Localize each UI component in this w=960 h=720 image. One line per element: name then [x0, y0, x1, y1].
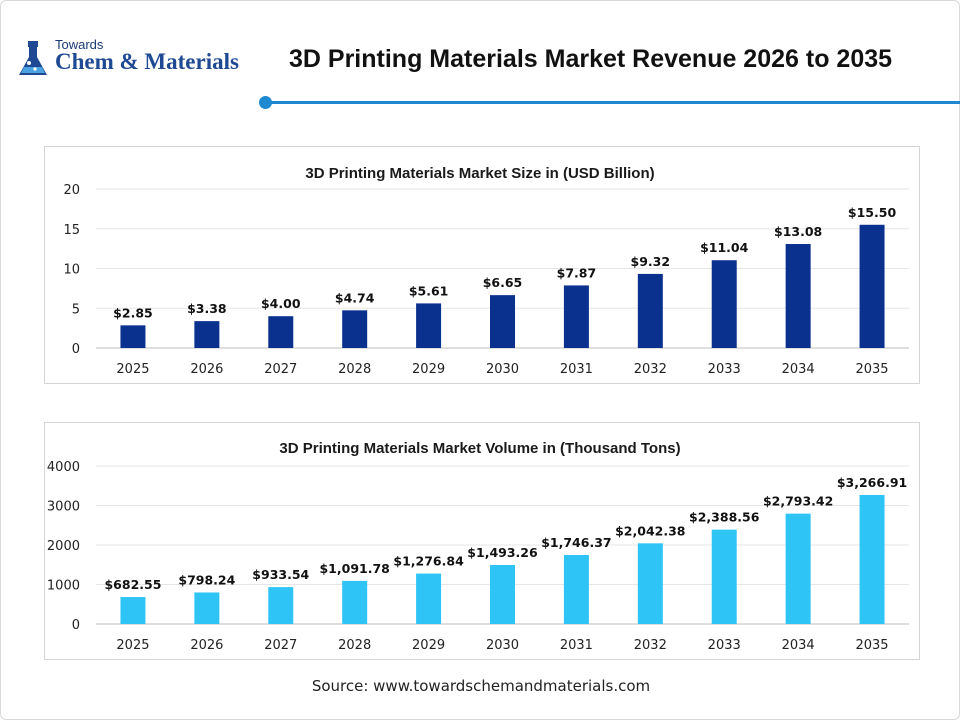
x-tick-label: 2032 [634, 362, 667, 377]
x-tick-label: 2034 [782, 362, 815, 377]
chart-title: 3D Printing Materials Market Size in (US… [305, 165, 654, 182]
data-label: $2,793.42 [763, 494, 833, 509]
y-tick-label: 15 [63, 223, 80, 238]
y-tick-label: 5 [72, 302, 80, 317]
bar [711, 260, 737, 348]
x-tick-label: 2035 [855, 638, 888, 653]
x-tick-label: 2028 [338, 362, 371, 377]
bar [711, 529, 737, 624]
bar [268, 587, 294, 624]
x-tick-label: 2032 [634, 638, 667, 653]
data-label: $11.04 [700, 240, 749, 255]
x-tick-label: 2031 [560, 362, 593, 377]
x-tick-label: 2034 [782, 638, 815, 653]
bar [268, 316, 294, 348]
x-tick-label: 2025 [116, 638, 149, 653]
y-tick-label: 10 [63, 263, 80, 278]
x-tick-label: 2026 [190, 362, 223, 377]
bar [416, 303, 442, 348]
bar [342, 580, 368, 624]
data-label: $6.65 [483, 275, 523, 290]
x-tick-label: 2031 [560, 638, 593, 653]
logo-line2: Chem & Materials [55, 49, 239, 74]
x-tick-label: 2033 [708, 638, 741, 653]
data-label: $2.85 [113, 305, 153, 320]
data-label: $9.32 [631, 254, 671, 269]
data-label: $1,746.37 [541, 535, 611, 550]
bar [194, 592, 220, 624]
y-tick-label: 2000 [47, 539, 80, 554]
market-volume-chart-panel: 3D Printing Materials Market Volume in (… [44, 422, 920, 660]
bar [490, 295, 515, 348]
x-tick-label: 2035 [855, 362, 888, 377]
bar [785, 513, 811, 624]
data-label: $4.00 [261, 296, 301, 311]
data-label: $933.54 [252, 567, 309, 582]
y-tick-label: 0 [72, 618, 80, 633]
market-volume-chart: 3D Printing Materials Market Volume in (… [47, 440, 909, 653]
market-size-chart-panel: 3D Printing Materials Market Size in (US… [44, 146, 920, 384]
data-label: $3.38 [187, 301, 227, 316]
x-tick-label: 2029 [412, 638, 445, 653]
data-label: $7.87 [557, 265, 597, 280]
data-label: $4.74 [335, 290, 375, 305]
x-tick-label: 2025 [116, 362, 149, 377]
bar [416, 573, 442, 624]
title-rule [265, 101, 960, 104]
y-tick-label: 4000 [47, 460, 80, 475]
y-tick-label: 0 [72, 342, 80, 357]
x-tick-label: 2028 [338, 638, 371, 653]
y-tick-label: 20 [63, 183, 80, 198]
x-tick-label: 2027 [264, 638, 297, 653]
x-tick-label: 2029 [412, 362, 445, 377]
bar [490, 565, 515, 624]
data-label: $3,266.91 [837, 475, 907, 490]
page-title: 3D Printing Materials Market Revenue 202… [289, 45, 893, 73]
bar [342, 310, 368, 348]
bar [120, 325, 146, 348]
bar [637, 273, 663, 348]
x-tick-label: 2027 [264, 362, 297, 377]
bar [563, 555, 589, 624]
y-tick-label: 1000 [47, 579, 80, 594]
bar [859, 224, 885, 348]
bar [563, 285, 589, 348]
data-label: $2,388.56 [689, 510, 760, 525]
x-tick-label: 2030 [486, 362, 519, 377]
data-label: $1,493.26 [467, 545, 538, 560]
source-note: Source: www.towardschemandmaterials.com [311, 677, 651, 695]
data-label: $2,042.38 [615, 523, 685, 538]
bar [194, 321, 220, 348]
bar [637, 543, 663, 624]
data-label: $15.50 [848, 205, 897, 220]
x-tick-label: 2030 [486, 638, 519, 653]
market-size-chart: 3D Printing Materials Market Size in (US… [63, 165, 909, 377]
chart-title: 3D Printing Materials Market Volume in (… [279, 440, 680, 457]
data-label: $1,276.84 [393, 554, 464, 569]
data-label: $13.08 [774, 224, 822, 239]
data-label: $798.24 [178, 572, 235, 587]
y-tick-label: 3000 [47, 500, 80, 515]
bar [785, 244, 811, 348]
flask-logo-icon [19, 41, 47, 75]
data-label: $1,091.78 [319, 561, 389, 576]
data-label: $682.55 [104, 577, 161, 592]
brand-logo: Towards Chem & Materials [15, 37, 265, 81]
logo-line1: Towards [55, 37, 104, 52]
x-tick-label: 2033 [708, 362, 741, 377]
x-tick-label: 2026 [190, 638, 223, 653]
data-label: $5.61 [409, 283, 449, 298]
bar [859, 494, 885, 624]
bar [120, 597, 146, 624]
